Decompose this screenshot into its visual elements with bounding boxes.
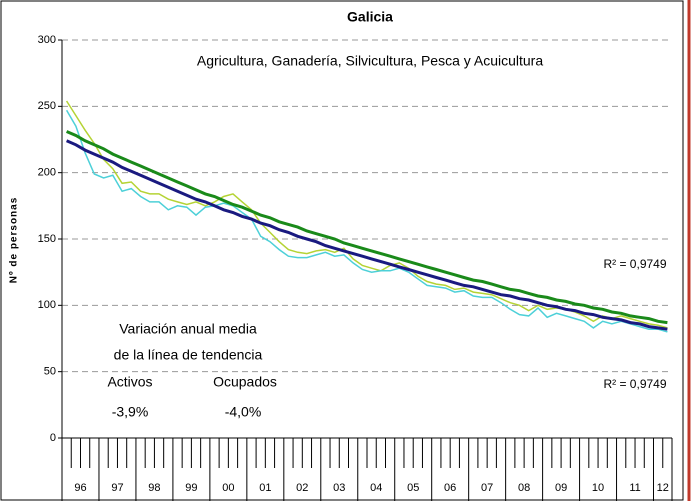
x-tick-label: 98: [148, 482, 160, 494]
y-tick-label: 100: [38, 299, 56, 311]
annotation: R² = 0,9749: [603, 377, 666, 391]
x-tick-label: 00: [222, 482, 234, 494]
y-tick-label: 150: [38, 233, 56, 245]
y-axis-label: Nº de personas: [9, 197, 20, 284]
y-tick-label: 0: [50, 432, 56, 444]
y-tick-label: 300: [38, 34, 56, 46]
x-tick-label: 04: [370, 482, 382, 494]
y-tick-label: 200: [38, 167, 56, 179]
x-tick-label: 01: [259, 482, 271, 494]
x-tick-label: 11: [629, 482, 640, 494]
x-tick-label: 99: [185, 482, 197, 494]
x-tick-label: 10: [592, 482, 604, 494]
series-line: [66, 139, 668, 331]
annotation: -3,9%: [112, 404, 149, 420]
series-line: [66, 130, 668, 325]
chart-subtitle: Agricultura, Ganadería, Silvicultura, Pe…: [197, 53, 543, 69]
y-tick-label: 250: [38, 100, 56, 112]
x-tick-label: 06: [444, 482, 456, 494]
x-tick-label: 02: [296, 482, 308, 494]
series-line: [65, 109, 668, 333]
y-tick-label: 50: [44, 366, 56, 378]
x-tick-label: 96: [74, 482, 86, 494]
x-tick-label: 12: [657, 482, 669, 494]
x-tick-label: 09: [555, 482, 567, 494]
annotation: -4,0%: [225, 404, 262, 420]
annotation: Activos: [107, 374, 152, 390]
x-tick-label: 03: [333, 482, 345, 494]
annotation: Ocupados: [213, 374, 277, 390]
x-tick-label: 97: [111, 482, 123, 494]
x-tick-label: 07: [481, 482, 493, 494]
annotation: Variación anual media: [119, 321, 257, 337]
x-tick-label: 05: [407, 482, 419, 494]
x-tick-label: 08: [518, 482, 530, 494]
annotation: de la línea de tendencia: [114, 347, 263, 363]
annotation: R² = 0,9749: [603, 257, 666, 271]
chart-title: Galicia: [347, 9, 393, 25]
